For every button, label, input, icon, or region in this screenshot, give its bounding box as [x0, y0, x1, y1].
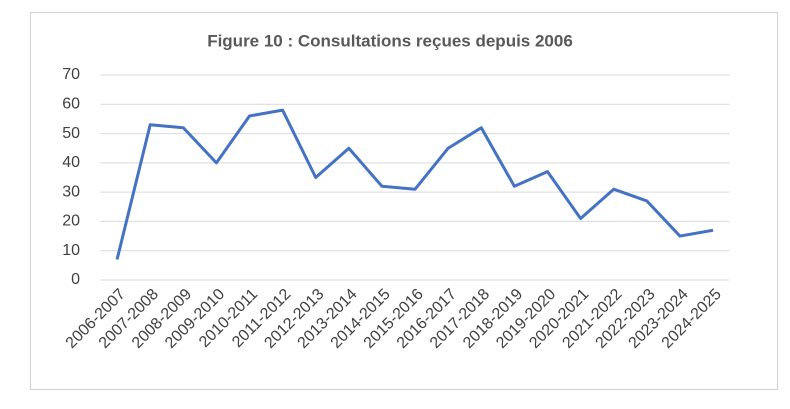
chart-title: Figure 10 : Consultations reçues depuis …: [207, 31, 573, 50]
y-tick-label: 60: [62, 96, 80, 113]
y-tick-label: 0: [71, 271, 80, 288]
y-tick-label: 20: [62, 213, 80, 230]
y-tick-label: 30: [62, 183, 80, 200]
y-tick-label: 70: [62, 66, 80, 83]
y-tick-label: 10: [62, 242, 80, 259]
y-tick-label: 40: [62, 154, 80, 171]
y-tick-label: 50: [62, 125, 80, 142]
data-line: [115, 108, 714, 260]
